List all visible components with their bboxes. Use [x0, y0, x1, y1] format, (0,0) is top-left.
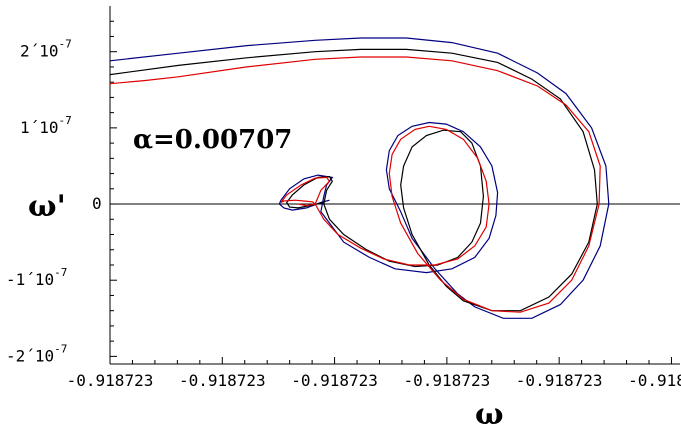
series-layer: [109, 37, 610, 319]
y-tick-mantissa: -2´10: [6, 346, 54, 365]
x-tick-label: -0.918723: [628, 371, 681, 390]
x-tick-label: -0.918723: [516, 371, 603, 390]
series-line-2: [109, 48, 598, 312]
x-tick-label: -0.918723: [67, 371, 154, 390]
y-tick-exponent: -7: [59, 114, 72, 127]
y-tick-exponent: -7: [54, 342, 67, 355]
y-tick-mantissa: 1´10: [20, 118, 59, 137]
x-tick-labels: -0.918723 -0.918723 -0.918723 -0.918723 -0.9…: [67, 371, 681, 390]
y-tick-labels: 2´10-71´10-70-1´10-7-2´10-7: [6, 38, 102, 366]
y-tick-exponent: -7: [59, 38, 72, 51]
x-tick-label: -0.918723: [179, 371, 266, 390]
y-axis-title: ω': [28, 189, 66, 224]
x-tick-label: -0.918723: [404, 371, 491, 390]
y-tick-mantissa: 2´10: [20, 42, 59, 61]
y-tick-label: -1´10-7: [6, 266, 67, 289]
y-tick-exponent: -7: [54, 266, 67, 279]
series-line-1: [109, 37, 610, 319]
x-axis-title: ω: [475, 397, 504, 430]
y-tick-label: 0: [92, 194, 102, 213]
y-tick-label: 2´10-7: [20, 38, 72, 61]
x-tick-label: -0.918723: [291, 371, 378, 390]
y-tick-label: 1´10-7: [20, 114, 72, 137]
alpha-annotation: α=0.00707: [133, 125, 292, 155]
y-tick-label: -2´10-7: [6, 342, 67, 365]
series-line-3: [109, 56, 601, 313]
y-tick-mantissa: -1´10: [6, 270, 54, 289]
plot-frame: [109, 6, 680, 365]
